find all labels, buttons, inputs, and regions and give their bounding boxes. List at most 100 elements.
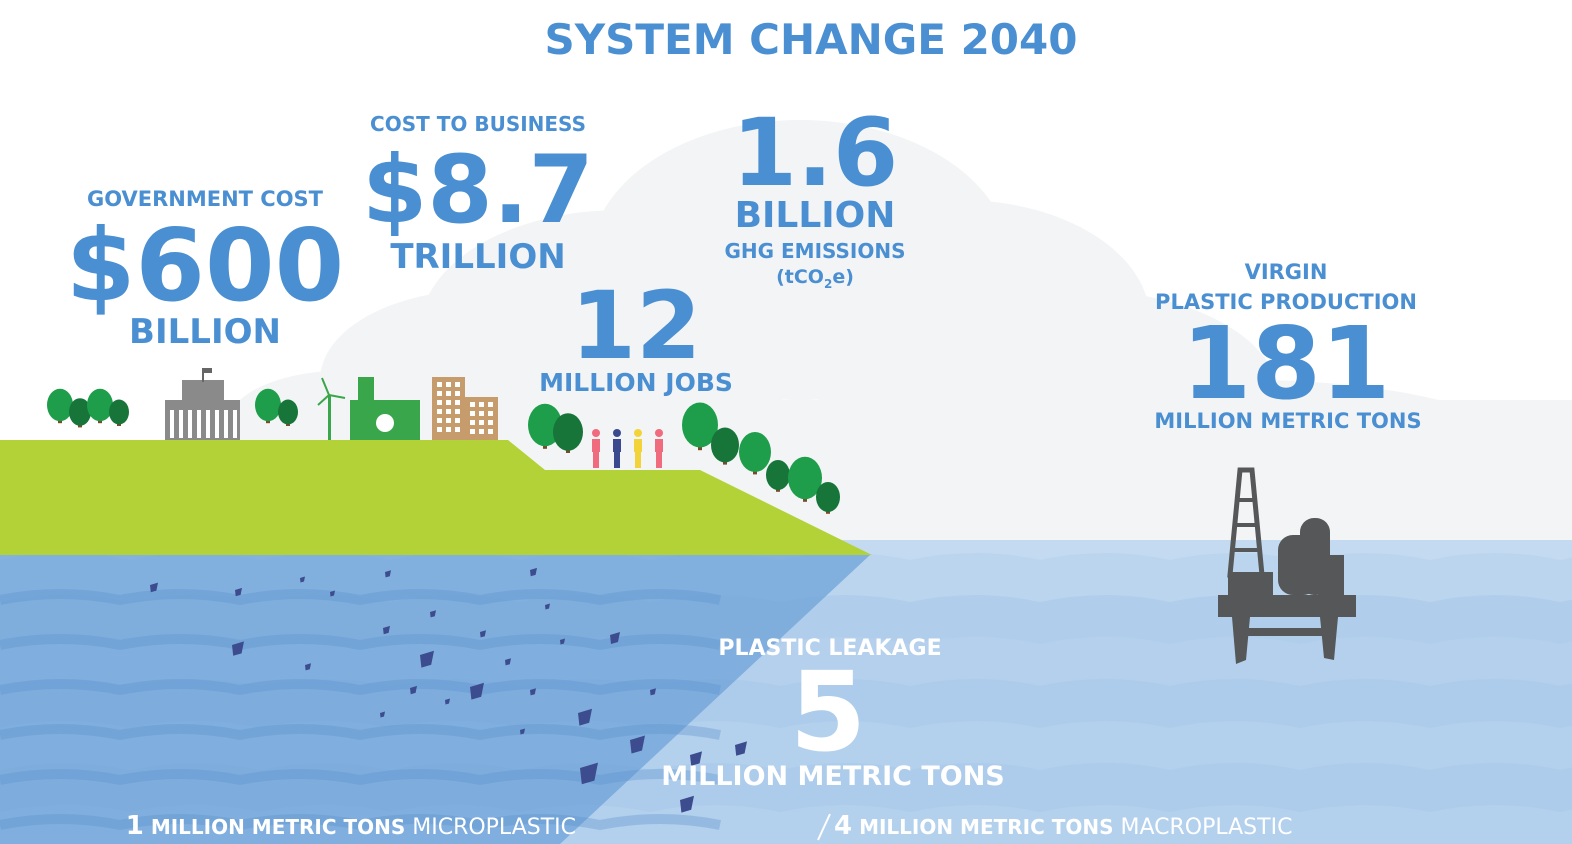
column [233, 410, 237, 438]
plastic-fragment [530, 567, 537, 577]
rig-deck [1228, 572, 1273, 595]
label: GHG EMISSIONS [724, 239, 905, 263]
window [488, 411, 493, 416]
big-number: $8.7 [362, 136, 594, 245]
window [437, 409, 442, 414]
wave-line [0, 769, 721, 786]
window [470, 420, 475, 425]
label: MILLION JOBS [539, 368, 733, 397]
tree-crown [766, 460, 790, 490]
label: GOVERNMENT COST [87, 187, 324, 211]
flag [204, 368, 212, 373]
unit: BILLION [735, 195, 896, 236]
plastic-fragment [330, 590, 335, 597]
person-head [592, 429, 600, 437]
illustration [0, 120, 1572, 844]
tree-crown [87, 388, 113, 422]
breakdown-value: 1 [126, 811, 144, 841]
building [182, 380, 224, 402]
plastic-fragment [383, 625, 390, 635]
unit: BILLION [129, 312, 281, 352]
plastic-fragment [650, 688, 656, 696]
flagpole [202, 368, 204, 382]
window [446, 391, 451, 396]
window [479, 402, 484, 407]
person-body [655, 439, 663, 452]
tree-crown [788, 456, 822, 500]
label: PLASTIC PRODUCTION [1155, 290, 1417, 314]
formula-part: (tCO [776, 266, 824, 288]
window [446, 382, 451, 387]
plastic-fragment [232, 641, 244, 656]
turbine-blades [317, 377, 346, 406]
plastic-fragment [470, 682, 484, 700]
plastic-fragment [430, 610, 436, 618]
person-legs [593, 452, 599, 468]
plastic-fragment [680, 795, 694, 813]
person-head [613, 429, 621, 437]
breakdown-unit: MILLION METRIC TONS [859, 815, 1113, 839]
person-body [592, 439, 600, 452]
big-number: 181 [1182, 305, 1391, 422]
column [179, 410, 183, 438]
label: COST TO BUSINESS [370, 112, 586, 136]
column [206, 410, 210, 438]
window [437, 391, 442, 396]
window [470, 411, 475, 416]
rig-leg [1320, 617, 1338, 660]
tree-crown [109, 399, 129, 425]
column [170, 410, 174, 438]
plastic-fragment [610, 632, 620, 644]
tree-crown [47, 388, 73, 422]
breakdown-macro: 4 MILLION METRIC TONS MACROPLASTIC [834, 811, 1292, 841]
plastic-fragment [545, 603, 550, 610]
breakdown-kind: MICROPLASTIC [412, 815, 576, 840]
window [455, 418, 460, 423]
wave-line [0, 634, 721, 651]
turbine-tower [328, 395, 331, 440]
tree-crown [739, 432, 771, 472]
column [224, 410, 228, 438]
rig-frame [1318, 555, 1344, 595]
wave-line [0, 814, 721, 831]
window [455, 391, 460, 396]
window [455, 382, 460, 387]
person-head [655, 429, 663, 437]
window [488, 420, 493, 425]
window [455, 400, 460, 405]
wave-line [0, 589, 721, 606]
plastic-fragment [580, 762, 598, 785]
big-number: $600 [66, 207, 344, 324]
tree-crown [711, 427, 739, 463]
plastic-fragment [150, 582, 158, 593]
unit: MILLION METRIC TONS [661, 761, 1005, 792]
plastic-fragment [630, 735, 645, 754]
person-head [634, 429, 642, 437]
window [437, 418, 442, 423]
plastic-fragment [420, 650, 434, 668]
plastic-fragment [505, 658, 511, 666]
land [0, 440, 872, 555]
unit: MILLION METRIC TONS [1154, 409, 1421, 433]
window [479, 429, 484, 434]
breakdown-micro: 1 MILLION METRIC TONS MICROPLASTIC [126, 811, 576, 841]
plastic-fragment [578, 708, 592, 726]
big-number: 12 [571, 272, 702, 381]
tree-crown [278, 399, 298, 425]
plastic-fragment [735, 741, 747, 756]
unit: TRILLION [390, 237, 565, 277]
window [479, 411, 484, 416]
window [470, 429, 475, 434]
title: SYSTEM CHANGE 2040 [545, 15, 1078, 64]
big-number: 1.6 [732, 99, 899, 208]
breakdown-unit: MILLION METRIC TONS [151, 815, 405, 839]
plastic-fragment [445, 698, 450, 705]
window [446, 409, 451, 414]
rig-platform [1218, 595, 1356, 617]
plastic-fragment [530, 688, 536, 696]
text-layer: SYSTEM CHANGE 2040 GOVERNMENT COST $600 … [66, 15, 1422, 841]
label: VIRGIN [1245, 260, 1328, 284]
building [165, 400, 240, 440]
person-body [613, 439, 621, 452]
